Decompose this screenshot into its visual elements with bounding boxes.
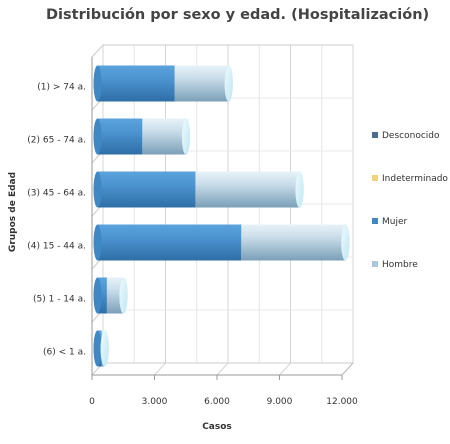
axes [91, 57, 354, 380]
gridline-floor [279, 362, 291, 376]
gridline-floor [216, 362, 229, 376]
bar-mujer [97, 171, 196, 208]
bar-mujer [97, 224, 242, 261]
bar-hombre [241, 224, 346, 261]
bar-mujer [97, 65, 175, 102]
x-tick-labels: 0 3.000 6.000 9.000 12.000 [89, 397, 358, 407]
bar-end-cap [341, 224, 350, 261]
category-label: (2) 65 - 74 a. [27, 136, 86, 146]
bar-start-cap [93, 171, 102, 208]
legend-label: Desconocido [382, 131, 440, 141]
bar-group [93, 171, 304, 208]
legend-swatch [372, 132, 378, 138]
bar-start-cap [93, 277, 102, 314]
legend-swatch [372, 261, 378, 267]
category-label: (4) 15 - 44 a. [27, 242, 86, 252]
bar-group [93, 277, 128, 314]
bar-group [93, 118, 191, 155]
bar-group [93, 224, 350, 261]
bar-group [93, 65, 233, 102]
legend-label: Indeterminado [382, 174, 448, 184]
bar-start-cap [93, 330, 102, 367]
x-axis-title: Casos [202, 422, 232, 432]
bar-end-cap [295, 171, 304, 208]
x-tick-label: 6.000 [204, 397, 230, 407]
bar-hombre [174, 65, 229, 102]
bar-end-cap [181, 118, 191, 155]
legend-label: Mujer [382, 217, 408, 227]
category-label: (6) < 1 a. [43, 348, 86, 358]
bar-start-cap [93, 118, 102, 155]
category-labels: (1) > 74 a. (2) 65 - 74 a. (3) 45 - 64 a. (… [27, 83, 86, 358]
x-tick-label: 9.000 [267, 397, 293, 407]
category-label: (5) 1 - 14 a. [33, 295, 86, 305]
bar-mujer [97, 277, 107, 314]
bar-start-cap [93, 65, 102, 102]
legend-swatch [372, 218, 378, 224]
y-axis-title: Grupos de Edad [8, 172, 18, 252]
x-tick-label: 0 [89, 397, 95, 407]
bar-hombre [106, 277, 124, 314]
legend-label: Hombre [382, 260, 418, 270]
bar-group [93, 330, 110, 367]
chart-title: Distribución por sexo y edad. (Hospitali… [46, 7, 429, 23]
gridline-floor [154, 362, 166, 376]
bar-mujer [97, 118, 143, 155]
bars [93, 65, 350, 367]
bar-end-cap [100, 330, 110, 367]
x-axis-depth-line [341, 362, 354, 376]
legend: Desconocido Indeterminado Mujer Hombre [372, 131, 448, 270]
bar-hombre [142, 118, 187, 155]
bar-hombre [195, 171, 300, 208]
bar-end-cap [119, 277, 128, 314]
x-tick-label: 3.000 [142, 397, 168, 407]
category-label: (1) > 74 a. [37, 83, 86, 93]
x-tick-label: 12.000 [326, 397, 358, 407]
legend-swatch [372, 175, 378, 181]
bar-end-cap [224, 65, 233, 102]
bar-start-cap [93, 224, 102, 261]
category-label: (3) 45 - 64 a. [27, 189, 86, 199]
